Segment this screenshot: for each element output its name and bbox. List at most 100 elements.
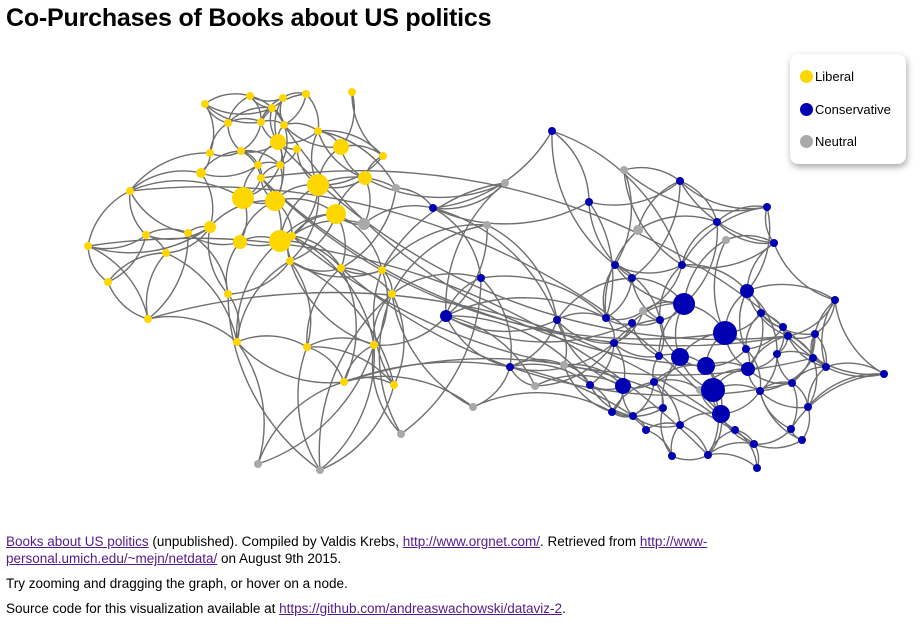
node-liberal[interactable] (286, 257, 294, 265)
node-conservative[interactable] (742, 345, 750, 353)
node-conservative[interactable] (586, 381, 594, 389)
node-neutral[interactable] (483, 221, 491, 229)
node-conservative[interactable] (811, 330, 819, 338)
node-conservative[interactable] (548, 127, 556, 135)
node-conservative[interactable] (753, 464, 761, 472)
node-conservative[interactable] (713, 218, 721, 226)
node-neutral[interactable] (397, 430, 405, 438)
node-conservative[interactable] (804, 403, 812, 411)
node-liberal[interactable] (378, 266, 386, 274)
node-conservative[interactable] (750, 440, 758, 448)
node-neutral[interactable] (639, 307, 647, 315)
node-conservative[interactable] (822, 363, 830, 371)
code-link[interactable]: https://github.com/andreaswachowski/data… (279, 601, 563, 616)
node-conservative[interactable] (880, 370, 888, 378)
node-liberal[interactable] (379, 152, 387, 160)
node-liberal[interactable] (144, 315, 152, 323)
node-conservative[interactable] (608, 408, 616, 416)
node-liberal[interactable] (265, 191, 285, 211)
node-liberal[interactable] (246, 92, 254, 100)
node-liberal[interactable] (224, 290, 232, 298)
node-neutral[interactable] (722, 236, 730, 244)
node-conservative[interactable] (611, 261, 619, 269)
network-graph[interactable] (0, 40, 920, 490)
node-liberal[interactable] (201, 100, 209, 108)
node-liberal[interactable] (302, 90, 310, 98)
node-conservative[interactable] (440, 310, 452, 322)
node-conservative[interactable] (629, 412, 637, 420)
node-conservative[interactable] (784, 332, 792, 340)
node-conservative[interactable] (788, 379, 796, 387)
node-conservative[interactable] (678, 261, 686, 269)
node-liberal[interactable] (307, 174, 329, 196)
node-liberal[interactable] (162, 249, 170, 257)
node-neutral[interactable] (501, 179, 509, 187)
node-liberal[interactable] (340, 378, 348, 386)
node-conservative[interactable] (798, 436, 806, 444)
node-liberal[interactable] (348, 88, 356, 96)
node-conservative[interactable] (713, 321, 737, 345)
node-liberal[interactable] (280, 121, 288, 129)
node-liberal[interactable] (279, 94, 287, 102)
node-neutral[interactable] (469, 403, 477, 411)
node-liberal[interactable] (276, 161, 284, 169)
node-conservative[interactable] (704, 451, 712, 459)
node-liberal[interactable] (303, 343, 311, 351)
node-conservative[interactable] (831, 296, 839, 304)
node-conservative[interactable] (731, 426, 739, 434)
newman-link[interactable]: http://www-personal.umich.edu/~mejn/netd… (6, 534, 708, 566)
node-liberal[interactable] (268, 104, 276, 112)
node-conservative[interactable] (809, 354, 817, 362)
node-neutral[interactable] (392, 184, 400, 192)
node-conservative[interactable] (676, 421, 684, 429)
node-liberal[interactable] (337, 264, 345, 272)
node-conservative[interactable] (757, 309, 765, 317)
node-conservative[interactable] (610, 339, 618, 347)
node-conservative[interactable] (787, 425, 795, 433)
node-conservative[interactable] (650, 378, 658, 386)
node-liberal[interactable] (333, 139, 349, 155)
node-conservative[interactable] (585, 198, 593, 206)
node-neutral[interactable] (633, 225, 643, 235)
krebs-link[interactable]: http://www.orgnet.com/ (402, 534, 541, 549)
node-neutral[interactable] (316, 466, 324, 474)
node-conservative[interactable] (642, 426, 650, 434)
node-layer[interactable] (84, 88, 888, 474)
node-liberal[interactable] (257, 174, 265, 182)
node-conservative[interactable] (553, 316, 561, 324)
node-neutral[interactable] (358, 218, 370, 230)
node-liberal[interactable] (270, 134, 286, 150)
node-conservative[interactable] (763, 203, 771, 211)
node-conservative[interactable] (671, 348, 689, 366)
node-conservative[interactable] (770, 239, 778, 247)
node-liberal[interactable] (224, 119, 232, 127)
node-conservative[interactable] (628, 319, 636, 327)
node-conservative[interactable] (712, 405, 730, 423)
node-liberal[interactable] (206, 149, 214, 157)
node-neutral[interactable] (531, 382, 539, 390)
node-conservative[interactable] (701, 378, 725, 402)
node-conservative[interactable] (655, 352, 663, 360)
node-liberal[interactable] (204, 221, 216, 233)
node-conservative[interactable] (602, 314, 610, 322)
node-conservative[interactable] (673, 293, 695, 315)
node-liberal[interactable] (196, 168, 206, 178)
node-conservative[interactable] (773, 350, 781, 358)
node-conservative[interactable] (741, 362, 755, 376)
node-conservative[interactable] (779, 323, 787, 331)
node-liberal[interactable] (293, 145, 301, 153)
node-conservative[interactable] (668, 452, 676, 460)
node-liberal[interactable] (390, 381, 398, 389)
node-conservative[interactable] (506, 363, 514, 371)
node-liberal[interactable] (257, 118, 265, 126)
node-liberal[interactable] (126, 187, 134, 195)
node-liberal[interactable] (232, 187, 254, 209)
node-liberal[interactable] (84, 242, 92, 250)
node-liberal[interactable] (142, 231, 150, 239)
node-liberal[interactable] (104, 278, 112, 286)
node-liberal[interactable] (254, 161, 262, 169)
node-liberal[interactable] (269, 230, 291, 252)
node-neutral[interactable] (620, 166, 628, 174)
node-liberal[interactable] (233, 235, 247, 249)
node-conservative[interactable] (615, 378, 631, 394)
